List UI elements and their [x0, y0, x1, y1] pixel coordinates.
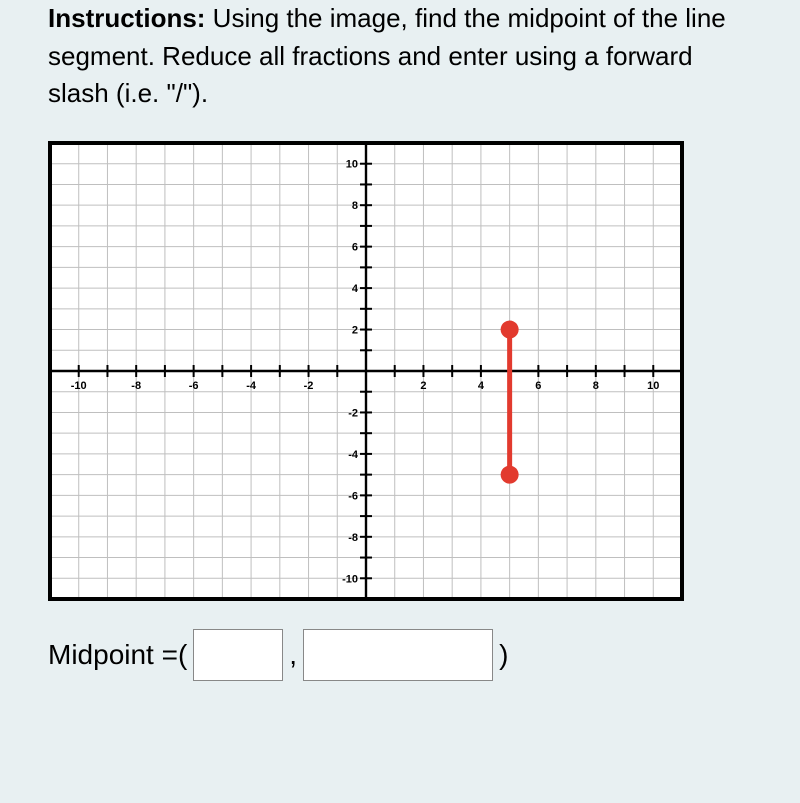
svg-text:-4: -4: [348, 449, 359, 461]
svg-text:-2: -2: [348, 408, 358, 420]
graph-svg: -10 -8 -6 -4 -2 2 4 6 8 10 -10 -8 -6 -4 -2 2 4 6 8 10: [48, 141, 684, 601]
svg-text:6: 6: [352, 242, 358, 254]
svg-text:10: 10: [647, 380, 659, 392]
answer-label-suffix: ): [499, 639, 508, 671]
answer-row: Midpoint =( , ): [48, 629, 752, 681]
svg-text:8: 8: [352, 200, 358, 212]
svg-text:-6: -6: [348, 490, 358, 502]
svg-text:-8: -8: [348, 532, 358, 544]
svg-text:10: 10: [346, 159, 358, 171]
svg-text:-8: -8: [131, 380, 141, 392]
svg-text:-6: -6: [189, 380, 199, 392]
midpoint-y-input[interactable]: [303, 629, 493, 681]
midpoint-x-input[interactable]: [193, 629, 283, 681]
svg-text:-4: -4: [246, 380, 257, 392]
svg-text:-2: -2: [304, 380, 314, 392]
svg-text:-10: -10: [71, 380, 87, 392]
instructions-text: Instructions: Using the image, find the …: [48, 0, 752, 113]
answer-comma: ,: [289, 639, 297, 671]
svg-text:4: 4: [478, 380, 485, 392]
coordinate-graph: -10 -8 -6 -4 -2 2 4 6 8 10 -10 -8 -6 -4 -2 2 4 6 8 10: [48, 141, 684, 601]
answer-label-prefix: Midpoint =(: [48, 639, 187, 671]
svg-text:2: 2: [420, 380, 426, 392]
svg-text:4: 4: [352, 283, 359, 295]
svg-text:-10: -10: [342, 573, 358, 585]
instructions-label: Instructions:: [48, 3, 205, 33]
svg-text:2: 2: [352, 325, 358, 337]
svg-text:8: 8: [593, 380, 599, 392]
svg-text:6: 6: [535, 380, 541, 392]
